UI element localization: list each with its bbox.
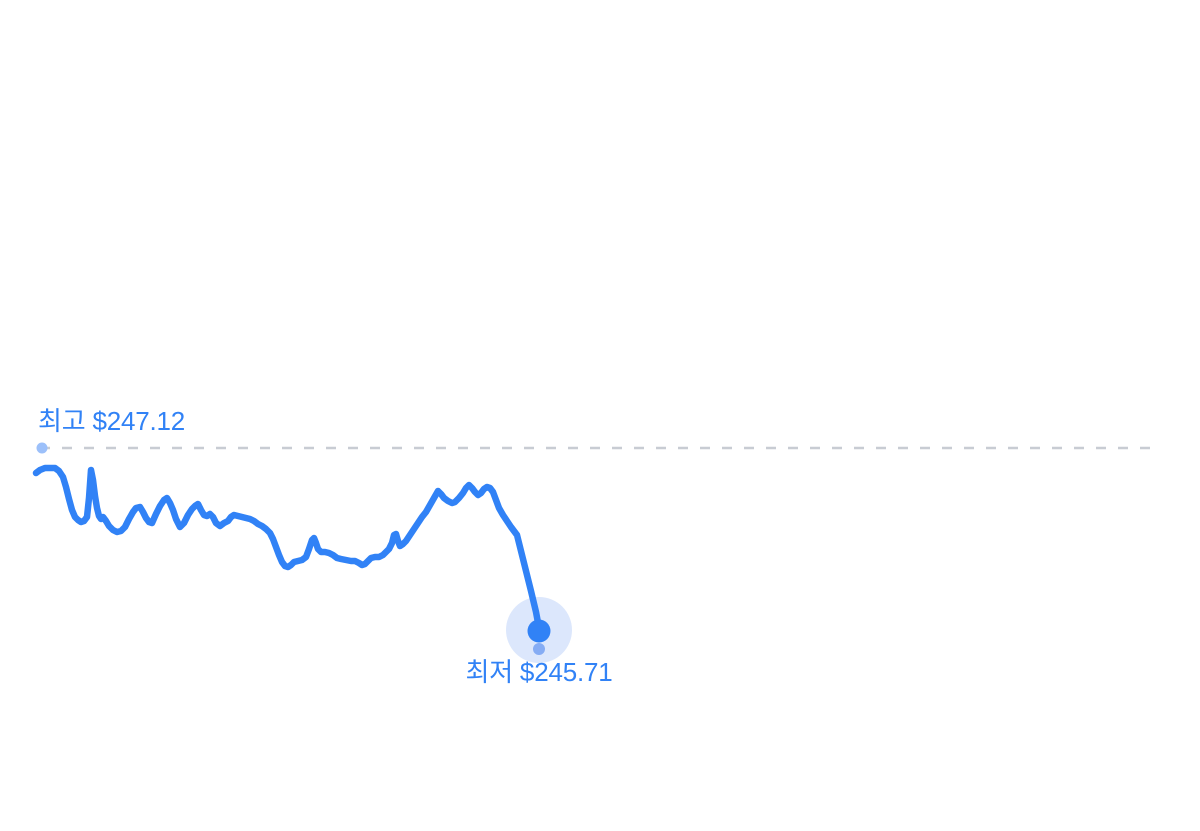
low-price-label: 최저 $245.71 bbox=[465, 657, 613, 687]
high-point-dot bbox=[36, 442, 48, 454]
price-line bbox=[32, 464, 543, 632]
low-point-dot bbox=[527, 619, 551, 643]
low-point-tail-dot bbox=[533, 643, 545, 655]
high-price-label: 최고 $247.12 bbox=[38, 406, 186, 436]
